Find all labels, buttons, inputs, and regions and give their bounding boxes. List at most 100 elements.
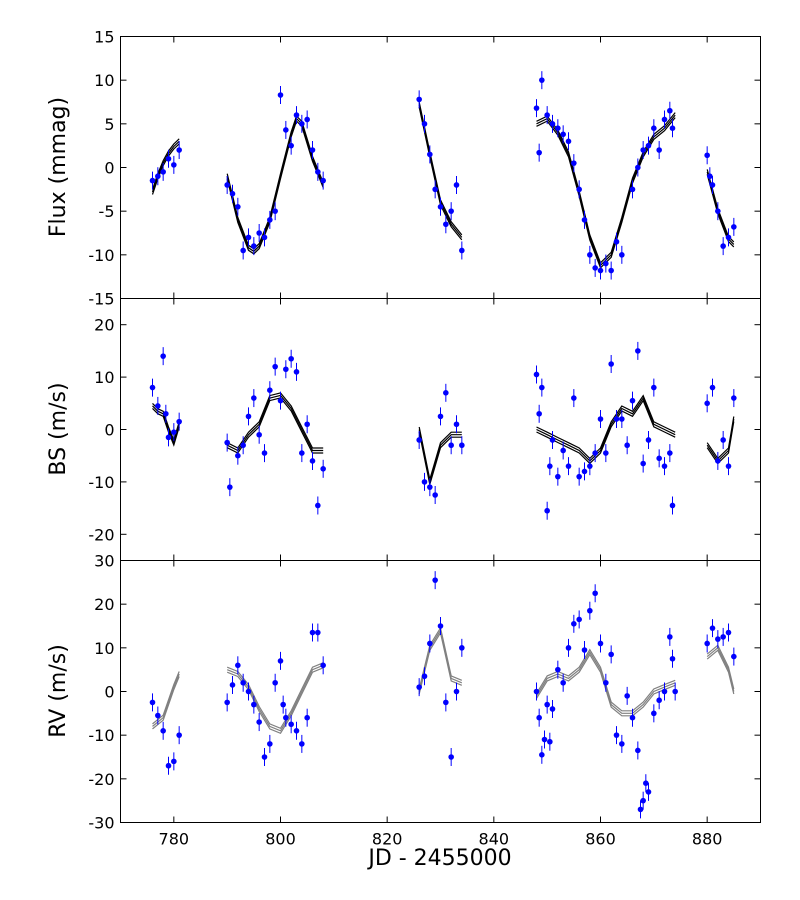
top-model-line	[226, 120, 324, 255]
bottom-data-point	[277, 658, 284, 664]
bottom-data-point	[669, 655, 676, 662]
flux-x-ticks	[173, 36, 708, 299]
middle-data-point	[536, 410, 542, 417]
middle-data-point	[288, 355, 294, 362]
bottom-data-point	[536, 714, 542, 721]
bottom-data-point	[160, 728, 166, 734]
middle-data-point	[709, 384, 716, 391]
bottom-data-point	[240, 679, 246, 686]
middle-data-point	[571, 395, 577, 401]
bottom-data-point	[229, 682, 236, 688]
middle-data-point	[533, 371, 540, 378]
bottom-data-point	[544, 701, 550, 708]
middle-data-point	[661, 463, 668, 469]
bottom-data-point	[272, 679, 278, 686]
top-data-point	[592, 265, 598, 271]
x-tick-label: 840	[479, 830, 510, 849]
middle-data-point	[224, 439, 230, 446]
bottom-data-point	[624, 693, 630, 699]
bottom-y-tick-label: -20	[88, 770, 114, 789]
middle-data-point	[163, 410, 169, 417]
top-data-point	[272, 208, 278, 214]
top-data-point	[720, 243, 726, 249]
top-data-point	[544, 112, 550, 118]
flux-plot-content	[149, 71, 737, 280]
middle-data-point	[283, 366, 289, 373]
middle-data-point	[581, 468, 588, 475]
x-tick-label: 860	[585, 830, 616, 849]
top-data-point	[651, 125, 657, 131]
top-data-point	[261, 234, 268, 241]
middle-y-tick-label: -10	[88, 473, 114, 492]
middle-model-line	[536, 399, 676, 465]
bottom-data-point	[667, 634, 673, 640]
top-data-point	[235, 204, 241, 210]
top-data-point	[709, 182, 716, 188]
bottom-data-point	[592, 590, 598, 597]
rv-x-ticks: 780 800 820 840 860 880	[159, 560, 722, 849]
bottom-data-point	[613, 732, 620, 738]
middle-data-point	[544, 507, 550, 514]
flux-y-axis-title: Flux (mmag)	[46, 97, 71, 237]
middle-data-point	[720, 437, 726, 443]
middle-data-point	[565, 463, 572, 469]
top-data-point	[533, 105, 540, 111]
top-data-point	[549, 121, 556, 127]
bottom-data-point	[672, 688, 678, 695]
middle-y-tick-label: 20	[94, 316, 114, 335]
middle-data-point	[443, 390, 449, 396]
middle-data-point	[555, 473, 561, 480]
bottom-data-point	[715, 636, 721, 642]
bottom-data-point	[629, 714, 636, 721]
top-model-line	[418, 106, 463, 241]
bottom-data-point	[643, 780, 649, 786]
middle-data-point	[235, 452, 241, 459]
middle-data-point	[315, 502, 321, 509]
x-tick-label: 800	[265, 830, 296, 849]
middle-data-point	[261, 450, 268, 456]
top-data-point	[715, 208, 721, 214]
middle-data-point	[597, 416, 604, 422]
top-data-point	[165, 155, 172, 162]
top-data-point	[555, 125, 561, 131]
bottom-data-point	[235, 662, 241, 669]
top-data-point	[155, 173, 161, 180]
middle-data-point	[603, 450, 609, 456]
middle-data-point	[251, 395, 257, 401]
middle-data-point	[320, 466, 326, 472]
top-model-line	[536, 117, 676, 269]
panel-flux: -15 -10 -5 0 5 10 15 Flux (mmag)	[46, 28, 761, 309]
top-model-line	[536, 114, 676, 267]
middle-model-line	[536, 394, 676, 460]
top-data-point	[437, 204, 444, 210]
top-data-point	[283, 127, 289, 133]
x-axis-title: JD - 2455000	[366, 846, 511, 871]
bottom-data-point	[299, 741, 305, 747]
middle-data-point	[549, 437, 556, 443]
middle-data-point	[645, 437, 652, 443]
bottom-model-line	[706, 646, 735, 692]
bottom-data-point	[176, 732, 182, 738]
bs-plot-content	[149, 341, 737, 520]
top-model-line	[151, 143, 180, 195]
flux-plot-frame	[120, 36, 761, 299]
bottom-data-point	[432, 577, 438, 583]
top-data-point	[171, 162, 177, 168]
top-data-point	[224, 182, 230, 188]
top-y-tick-label: 0	[104, 159, 114, 178]
bottom-data-point	[597, 640, 604, 647]
bottom-data-point	[635, 747, 641, 754]
bottom-data-point	[571, 621, 577, 627]
middle-data-point	[149, 384, 156, 391]
middle-data-point	[272, 363, 278, 370]
bottom-data-point	[165, 762, 172, 769]
top-data-point	[613, 238, 620, 245]
bottom-y-tick-label: 10	[94, 639, 114, 658]
top-data-point	[427, 151, 433, 158]
bottom-data-point	[155, 712, 161, 719]
bottom-data-point	[603, 679, 609, 686]
top-data-point	[293, 112, 300, 118]
top-y-tick-label: -10	[88, 246, 114, 265]
middle-data-point	[416, 437, 422, 443]
panel-rv: -30 -20 -10 0 10 20 30 780 800 820 840 860 880 RV (…	[46, 552, 761, 871]
